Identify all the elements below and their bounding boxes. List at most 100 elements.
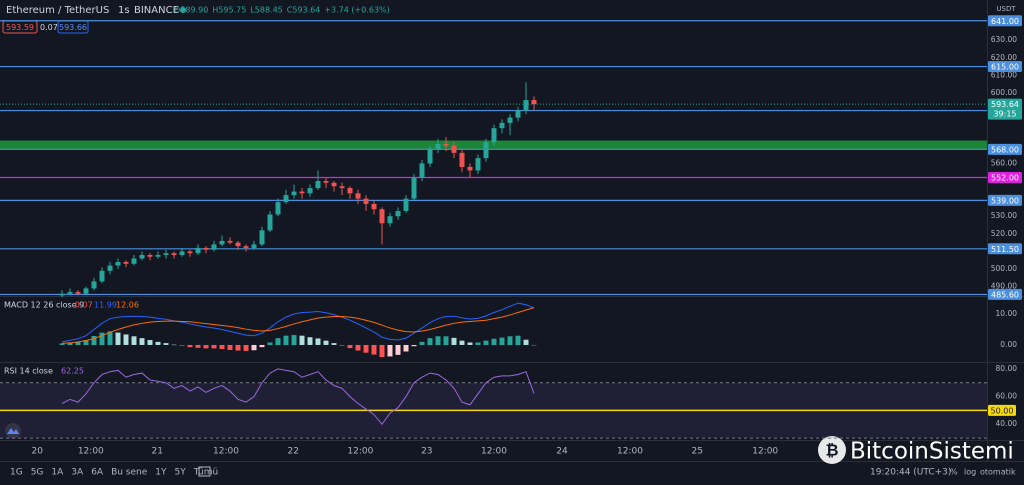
y-tick-label: 520.00 — [991, 229, 1017, 238]
range-button[interactable]: 1Y — [155, 468, 167, 478]
candle-body — [251, 244, 257, 248]
candle-body — [315, 181, 321, 189]
histogram-bar — [219, 344, 225, 349]
countdown: 39:15 — [993, 110, 1016, 119]
level-box — [988, 15, 1022, 27]
x-tick-label: 12:00 — [78, 447, 104, 457]
candle-body — [467, 166, 473, 171]
histogram-bar — [243, 344, 249, 351]
y-tick-label: 560.00 — [991, 158, 1017, 167]
candle-body — [211, 244, 217, 250]
y-tick-label: 490.00 — [991, 282, 1017, 291]
scale-option[interactable]: % — [950, 468, 958, 477]
histogram-bar — [155, 341, 161, 345]
histogram-bar — [139, 338, 145, 345]
candle-body — [147, 254, 153, 257]
histogram-bar — [395, 344, 401, 355]
midline-label: 50.00 — [991, 406, 1014, 415]
candle-body — [275, 202, 281, 215]
watermark-glyph: ₿ — [825, 441, 838, 460]
level-box — [988, 243, 1022, 255]
candle-body — [107, 265, 113, 271]
macd-line — [61, 302, 535, 343]
y-tick-label: 620.00 — [991, 53, 1017, 62]
candle-body — [347, 188, 353, 194]
indicator-title[interactable]: MACD 12 26 close 9 — [4, 301, 84, 310]
histogram-bar — [491, 338, 497, 345]
histogram-bar — [227, 344, 233, 350]
candle-body — [531, 100, 537, 105]
candle-body — [443, 144, 449, 146]
candle-body — [395, 210, 401, 217]
histogram-bar — [259, 344, 265, 348]
candle-body — [203, 247, 209, 250]
range-button[interactable]: 1A — [51, 468, 64, 478]
candle-body — [59, 293, 65, 296]
x-tick-label: 12:00 — [752, 447, 778, 457]
range-button[interactable]: Bu sene — [111, 468, 148, 478]
histogram-bar — [355, 344, 361, 351]
exchange: BINANCE — [134, 5, 179, 16]
histogram-bar — [531, 344, 537, 346]
range-button[interactable]: 5G — [31, 468, 44, 478]
x-tick-label: 21 — [151, 447, 162, 457]
candle-body — [499, 122, 505, 129]
level-label: 511.50 — [991, 245, 1019, 254]
candle-body — [411, 177, 417, 199]
range-button[interactable]: 3A — [71, 468, 84, 478]
level-label: 568.00 — [991, 145, 1019, 154]
level-box — [988, 171, 1022, 183]
candle-body — [299, 191, 305, 194]
histogram-bar — [451, 337, 457, 345]
histogram-bar — [203, 344, 209, 349]
range-button[interactable]: 6A — [91, 468, 104, 478]
scale-option[interactable]: log — [964, 468, 976, 477]
interval[interactable]: 1s — [118, 5, 130, 16]
histogram-bar — [267, 342, 273, 345]
histogram-bar — [411, 344, 417, 347]
macd-value: 11.99 — [94, 301, 117, 310]
histogram-bar — [283, 335, 289, 345]
candle-body — [123, 262, 129, 264]
spread: 0.07 — [40, 23, 58, 32]
candle-body — [475, 158, 481, 171]
y-tick-label: 610.00 — [991, 70, 1017, 79]
histogram-bar — [307, 337, 313, 345]
range-button[interactable]: 5Y — [175, 468, 187, 478]
candle-body — [379, 209, 385, 224]
watermark-text: BitcoinSistemi — [850, 439, 1014, 465]
histogram-bar — [403, 344, 409, 352]
indicator-title[interactable]: RSI 14 close — [4, 367, 53, 376]
y-tick-label: 500.00 — [991, 264, 1017, 273]
histogram-bar — [195, 344, 201, 348]
histogram-bar — [339, 344, 345, 346]
candle-body — [99, 270, 105, 282]
candle-body — [75, 291, 81, 294]
histogram-bar — [187, 344, 193, 348]
candle-body — [195, 247, 201, 254]
histogram-bar — [251, 344, 257, 351]
histogram-bar — [387, 344, 393, 357]
x-tick-label: 25 — [691, 447, 702, 457]
range-button[interactable]: Tümü — [193, 468, 218, 478]
watermark-icon — [818, 436, 846, 464]
histogram-bar — [163, 343, 169, 345]
date-range-icon[interactable] — [198, 466, 211, 477]
range-button[interactable]: 1G — [10, 468, 23, 478]
histogram-bar — [435, 336, 441, 345]
histogram-bar — [427, 338, 433, 345]
histogram-bar — [99, 332, 105, 345]
histogram-bar — [515, 335, 521, 345]
currency: USDT — [996, 5, 1016, 13]
symbol[interactable]: Ethereum / TetherUS — [6, 5, 109, 16]
candle-body — [91, 281, 97, 289]
candle-body — [243, 246, 249, 248]
scale-option[interactable]: otomatik — [980, 468, 1016, 477]
y-tick-label: 600.00 — [991, 88, 1017, 97]
candle-body — [331, 182, 337, 187]
histogram-bar — [83, 340, 89, 345]
ohlc-value: +3.74 (+0.63%) — [324, 6, 389, 15]
histogram-bar — [347, 344, 353, 349]
histogram-bar — [483, 340, 489, 345]
